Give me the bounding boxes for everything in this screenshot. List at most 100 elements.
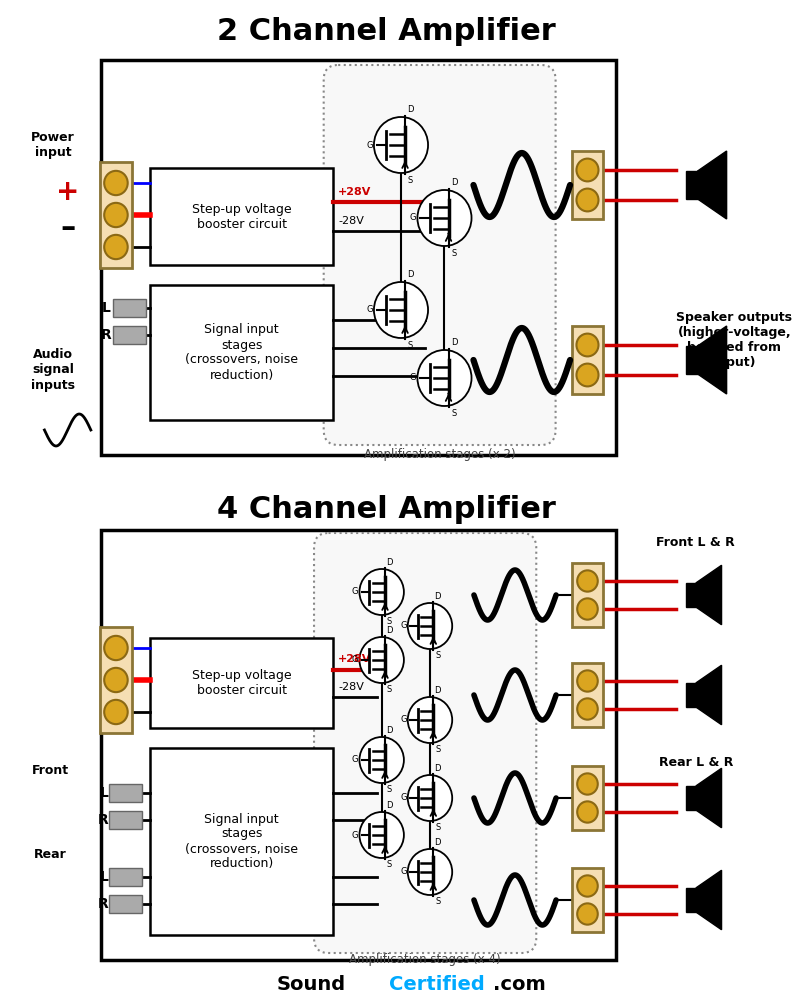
FancyBboxPatch shape: [99, 162, 132, 268]
Bar: [686, 583, 696, 607]
Text: +: +: [56, 178, 79, 206]
Circle shape: [408, 603, 452, 649]
FancyBboxPatch shape: [572, 663, 603, 727]
Text: Amplification stages (x 4): Amplification stages (x 4): [350, 953, 501, 966]
Text: S: S: [408, 176, 413, 185]
Text: G: G: [352, 756, 358, 764]
Circle shape: [577, 598, 598, 620]
Text: D: D: [386, 801, 393, 810]
FancyBboxPatch shape: [572, 868, 603, 932]
Circle shape: [577, 189, 598, 211]
Text: G: G: [352, 587, 358, 596]
Text: Front L & R: Front L & R: [656, 536, 735, 548]
Circle shape: [359, 812, 404, 858]
Bar: [150, 168, 334, 265]
Text: 2 Channel Amplifier: 2 Channel Amplifier: [217, 17, 556, 46]
Text: S: S: [408, 341, 413, 350]
Bar: [686, 786, 696, 810]
Bar: [150, 638, 334, 728]
Polygon shape: [698, 326, 726, 394]
Text: R: R: [98, 897, 108, 911]
Text: G: G: [352, 656, 358, 664]
Text: -28V: -28V: [338, 216, 364, 226]
Text: Power
input: Power input: [31, 131, 75, 159]
Circle shape: [104, 171, 128, 195]
Circle shape: [408, 849, 452, 895]
FancyBboxPatch shape: [109, 784, 142, 802]
Bar: [686, 888, 696, 912]
Bar: [150, 285, 334, 420]
Text: –: –: [60, 214, 75, 242]
Text: S: S: [435, 745, 440, 754]
Text: Signal input
stages
(crossovers, noise
reduction): Signal input stages (crossovers, noise r…: [185, 812, 298, 870]
Text: D: D: [434, 686, 441, 695]
Text: D: D: [434, 592, 441, 601]
Text: S: S: [435, 897, 440, 906]
Circle shape: [408, 775, 452, 821]
Text: S: S: [387, 785, 392, 794]
FancyBboxPatch shape: [113, 299, 146, 317]
Circle shape: [577, 801, 598, 823]
Text: -28V: -28V: [338, 682, 364, 692]
Text: Signal input
stages
(crossovers, noise
reduction): Signal input stages (crossovers, noise r…: [185, 324, 298, 381]
Text: +28V: +28V: [338, 187, 371, 197]
Text: D: D: [450, 338, 457, 347]
FancyBboxPatch shape: [324, 65, 555, 445]
Polygon shape: [696, 870, 722, 930]
Text: R: R: [100, 328, 111, 342]
Circle shape: [577, 570, 598, 592]
Text: Sound: Sound: [277, 976, 346, 994]
Polygon shape: [696, 565, 722, 625]
Bar: [686, 346, 698, 374]
FancyBboxPatch shape: [572, 326, 603, 394]
Circle shape: [418, 350, 471, 406]
Bar: [102, 530, 617, 960]
Circle shape: [359, 737, 404, 783]
Circle shape: [577, 364, 598, 386]
Circle shape: [577, 159, 598, 181]
Circle shape: [577, 903, 598, 925]
Circle shape: [577, 773, 598, 795]
Circle shape: [418, 190, 471, 246]
Text: Speaker outputs
(higher-voltage,
boosted from
input): Speaker outputs (higher-voltage, boosted…: [676, 311, 792, 369]
Text: D: D: [386, 558, 393, 567]
Circle shape: [577, 334, 598, 356]
Circle shape: [104, 668, 128, 692]
FancyBboxPatch shape: [572, 563, 603, 627]
FancyBboxPatch shape: [109, 895, 142, 913]
Text: G: G: [400, 794, 406, 802]
Text: .com: .com: [493, 976, 546, 994]
FancyBboxPatch shape: [109, 868, 142, 886]
Circle shape: [104, 203, 128, 227]
Circle shape: [374, 117, 428, 173]
Text: S: S: [451, 249, 457, 258]
Text: Step-up voltage
booster circuit: Step-up voltage booster circuit: [192, 202, 291, 231]
Polygon shape: [696, 665, 722, 725]
FancyBboxPatch shape: [572, 766, 603, 830]
Circle shape: [359, 637, 404, 683]
Text: Certified: Certified: [389, 976, 485, 994]
Text: G: G: [410, 214, 416, 223]
Text: S: S: [387, 685, 392, 694]
Bar: [686, 171, 698, 199]
Text: D: D: [386, 726, 393, 735]
Bar: [686, 683, 696, 707]
Circle shape: [577, 698, 598, 720]
Text: D: D: [450, 178, 457, 187]
Text: S: S: [387, 617, 392, 626]
Circle shape: [104, 636, 128, 660]
FancyBboxPatch shape: [113, 326, 146, 344]
FancyBboxPatch shape: [314, 533, 536, 953]
Circle shape: [104, 700, 128, 724]
Text: G: G: [366, 140, 373, 149]
FancyBboxPatch shape: [109, 811, 142, 829]
Text: L: L: [99, 786, 108, 800]
Text: S: S: [387, 860, 392, 869]
Text: S: S: [435, 823, 440, 832]
Text: D: D: [407, 105, 414, 114]
Text: G: G: [410, 373, 416, 382]
Text: G: G: [400, 867, 406, 876]
FancyBboxPatch shape: [572, 151, 603, 219]
Circle shape: [104, 235, 128, 259]
Text: G: G: [352, 830, 358, 840]
